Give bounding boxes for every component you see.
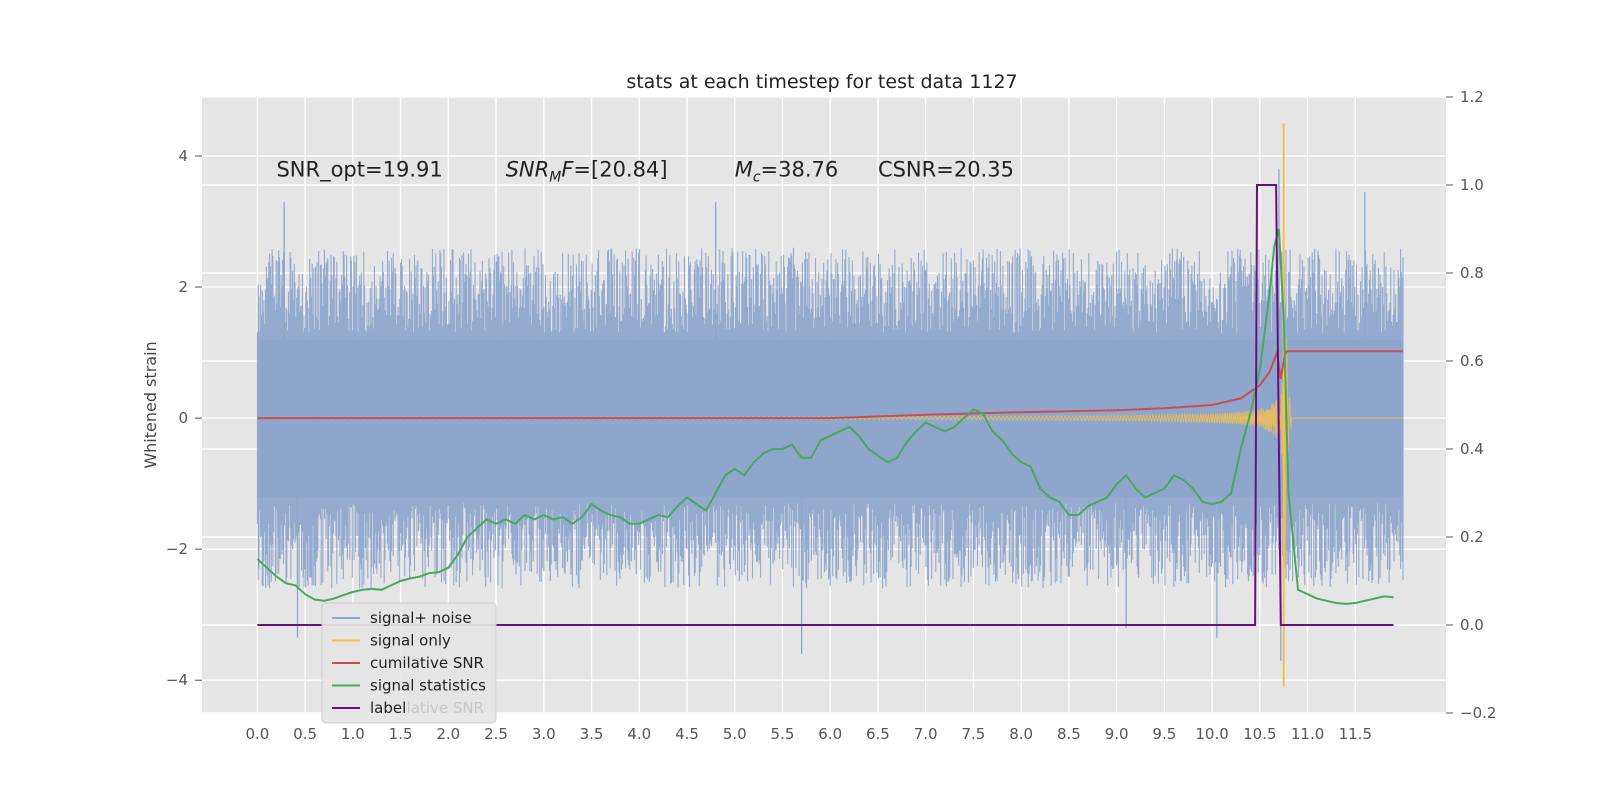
x-tick-label: 2.0 <box>436 725 460 743</box>
legend-box <box>321 602 497 724</box>
x-tick-label: 9.0 <box>1105 725 1129 743</box>
x-tick-label: 3.0 <box>532 725 556 743</box>
y2-tick-label: 0.0 <box>1460 616 1484 634</box>
y2-tick-label: 1.2 <box>1460 88 1484 106</box>
x-tick-label: 5.0 <box>723 725 747 743</box>
y2-tick-label: 0.6 <box>1460 352 1484 370</box>
legend-label: label <box>370 699 406 717</box>
y-tick-label: −2 <box>166 540 188 558</box>
x-tick-label: 4.0 <box>627 725 651 743</box>
annotation: SNRMF=[20.84] <box>506 157 668 185</box>
x-tick-label: 0.5 <box>293 725 317 743</box>
x-tick-label: 7.0 <box>914 725 938 743</box>
legend-label: signal only <box>370 632 451 650</box>
x-tick-label: 10.5 <box>1243 725 1276 743</box>
x-tick-label: 11.5 <box>1339 725 1372 743</box>
y-tick-label: 4 <box>178 147 188 165</box>
x-tick-label: 3.5 <box>580 725 604 743</box>
series-lines <box>256 184 1403 626</box>
x-tick-label: 9.5 <box>1152 725 1176 743</box>
x-tick-label: 6.0 <box>818 725 842 743</box>
chart-title: stats at each timestep for test data 112… <box>626 71 1017 93</box>
x-tick-label: 5.5 <box>771 725 795 743</box>
x-tick-label: 4.5 <box>675 725 699 743</box>
x-tick-label: 8.0 <box>1009 725 1033 743</box>
x-tick-label: 10.0 <box>1195 725 1228 743</box>
y-tick-label: 0 <box>178 409 188 427</box>
x-tick-label: 6.5 <box>866 725 890 743</box>
series-signal-statistics-line <box>256 228 1394 605</box>
y2-tick-label: 1.0 <box>1460 176 1484 194</box>
x-tick-label: 7.5 <box>961 725 985 743</box>
y-tick-label: 2 <box>178 278 188 296</box>
axis-ticks: 0.0 0.5 1.0 1.5 2.0 2.5 3.0 3.5 4.0 4.5 5.0 5.5 6.0 6… <box>166 88 1497 743</box>
x-tick-label: 1.5 <box>389 725 413 743</box>
annotation: Mc=38.76 <box>735 157 839 185</box>
series-cumilative-SNR-line <box>257 348 1403 420</box>
series-label-line <box>257 184 1394 626</box>
legend-label: signal+ noise <box>370 609 472 627</box>
annotation: SNR_opt=19.91 <box>276 157 442 182</box>
x-tick-label: 8.5 <box>1057 725 1081 743</box>
legend: signal+ noise signal only cumilative SNR si… <box>321 602 497 724</box>
annotations: SNR_opt=19.91 SNRMF=[20.84] Mc=38.76 CSNR=2… <box>276 157 1013 185</box>
x-tick-label: 0.0 <box>245 725 269 743</box>
x-tick-label: 11.0 <box>1291 725 1324 743</box>
x-tick-label: 1.0 <box>341 725 365 743</box>
y2-tick-label: −0.2 <box>1460 704 1496 722</box>
y2-tick-label: 0.8 <box>1460 264 1484 282</box>
legend-label: cumilative SNR <box>370 654 484 672</box>
y-tick-label: −4 <box>166 671 188 689</box>
annotation: CSNR=20.35 <box>878 157 1014 181</box>
y-axis-label: Whitened strain <box>141 341 160 468</box>
y2-tick-label: 0.4 <box>1460 440 1484 458</box>
x-tick-label: 2.5 <box>484 725 508 743</box>
y2-tick-label: 0.2 <box>1460 528 1484 546</box>
legend-label: signal statistics <box>370 677 486 695</box>
